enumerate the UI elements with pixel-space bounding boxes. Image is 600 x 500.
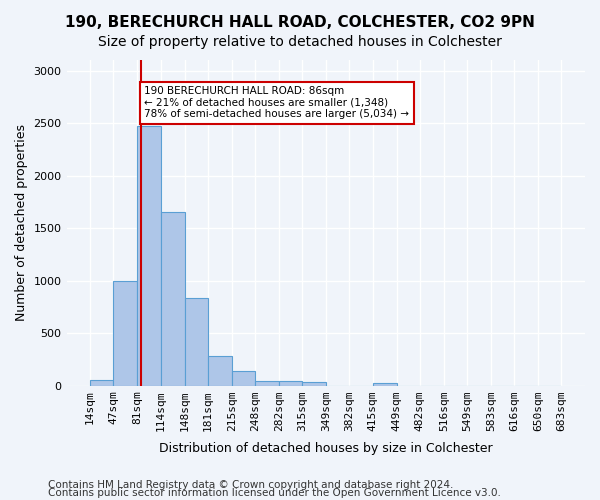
Bar (255, 382, 279, 386)
Bar (208, 356, 232, 386)
Text: Contains public sector information licensed under the Open Government Licence v3: Contains public sector information licen… (48, 488, 501, 498)
Bar (113, 280, 137, 386)
X-axis label: Distribution of detached houses by size in Colchester: Distribution of detached houses by size … (159, 442, 493, 455)
Bar (137, 126, 161, 386)
Bar (185, 298, 208, 386)
Bar (373, 384, 397, 386)
Text: 190, BERECHURCH HALL ROAD, COLCHESTER, CO2 9PN: 190, BERECHURCH HALL ROAD, COLCHESTER, C… (65, 15, 535, 30)
Text: 190 BERECHURCH HALL ROAD: 86sqm
← 21% of detached houses are smaller (1,348)
78%: 190 BERECHURCH HALL ROAD: 86sqm ← 21% of… (145, 86, 409, 120)
Bar (232, 371, 255, 386)
Bar (279, 382, 302, 386)
Text: Contains HM Land Registry data © Crown copyright and database right 2024.: Contains HM Land Registry data © Crown c… (48, 480, 454, 490)
Bar (90, 380, 113, 386)
Bar (161, 212, 185, 386)
Bar (302, 382, 326, 386)
Text: Size of property relative to detached houses in Colchester: Size of property relative to detached ho… (98, 35, 502, 49)
Y-axis label: Number of detached properties: Number of detached properties (15, 124, 28, 322)
